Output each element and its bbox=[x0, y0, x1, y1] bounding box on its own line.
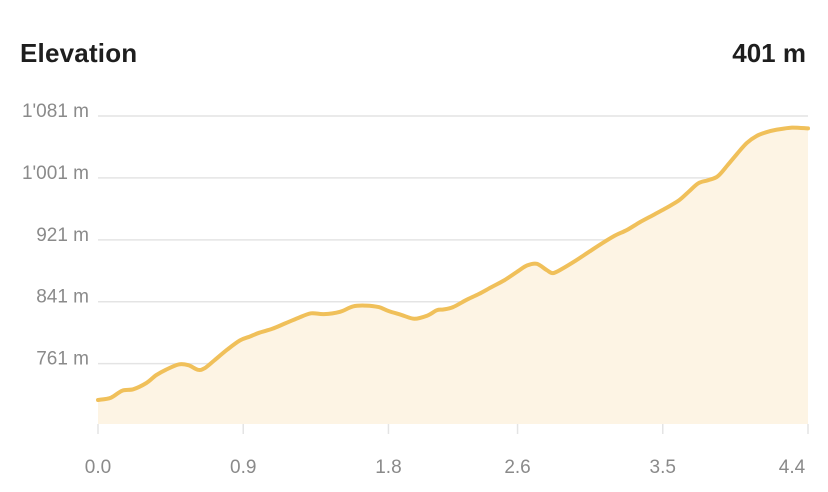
x-tick-label: 2.6 bbox=[504, 457, 530, 478]
elevation-total: 401 m bbox=[732, 38, 806, 68]
y-tick-label: 761 m bbox=[36, 349, 89, 370]
elevation-area bbox=[98, 127, 808, 424]
chart-title: Elevation bbox=[20, 38, 138, 68]
y-tick-label: 841 m bbox=[36, 287, 89, 308]
x-tick-label: 4.4 bbox=[779, 457, 806, 478]
x-tick-label: 0.9 bbox=[230, 457, 256, 478]
y-tick-label: 921 m bbox=[36, 225, 89, 246]
y-tick-label: 1'081 m bbox=[22, 101, 89, 122]
x-tick-label: 0.0 bbox=[85, 457, 111, 478]
y-tick-label: 1'001 m bbox=[22, 163, 89, 184]
x-tick-label: 3.5 bbox=[650, 457, 676, 478]
x-tick-label: 1.8 bbox=[375, 457, 401, 478]
elevation-line bbox=[96, 125, 810, 402]
